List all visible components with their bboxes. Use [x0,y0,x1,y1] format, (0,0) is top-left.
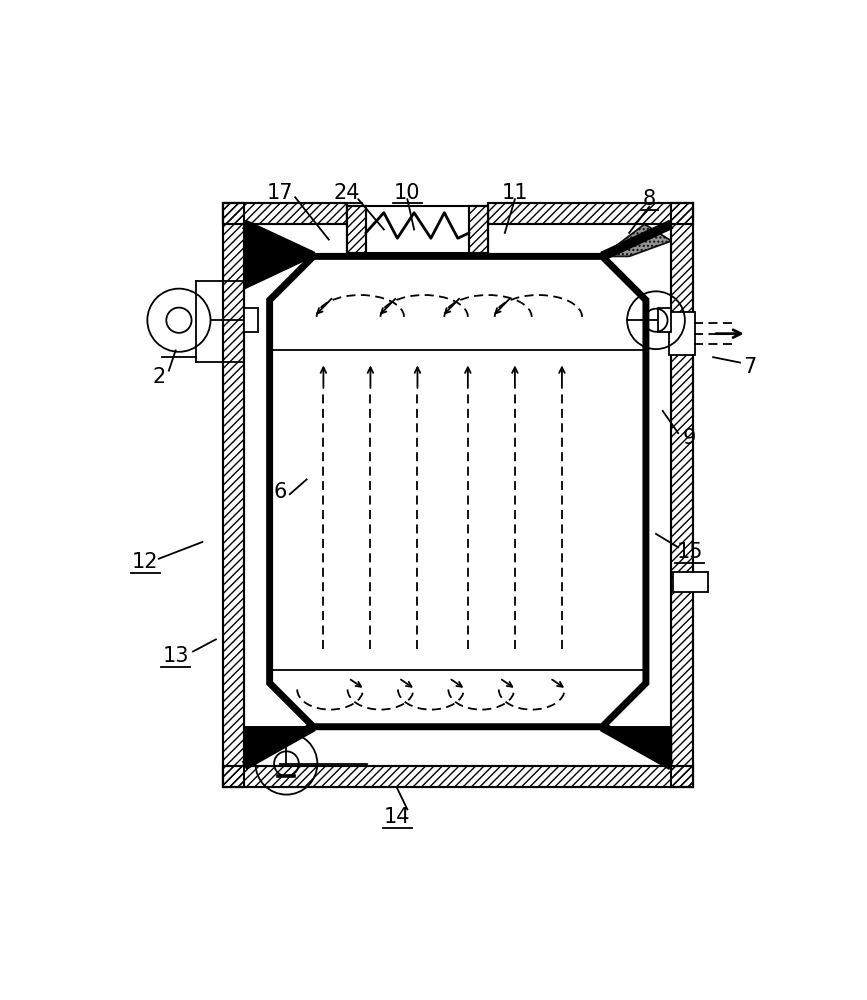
Bar [347,206,366,253]
Bar [347,206,366,253]
Bar [223,203,244,787]
Text: 8: 8 [642,189,655,209]
Bar [244,308,257,332]
Bar [469,206,488,253]
Polygon shape [603,727,671,766]
Bar [347,206,488,253]
Text: 11: 11 [502,183,528,203]
Bar [658,308,671,332]
Bar [673,572,707,592]
Text: 7: 7 [743,357,757,377]
Text: 6: 6 [273,482,286,502]
Bar [669,312,695,355]
Text: 15: 15 [676,542,703,562]
Bar [244,224,671,766]
Polygon shape [244,224,313,289]
Text: 9: 9 [683,428,696,448]
Bar [488,203,693,224]
Bar [469,206,488,253]
Bar [223,203,244,787]
Text: 24: 24 [334,183,360,203]
Text: 17: 17 [266,183,293,203]
Polygon shape [603,224,671,256]
Text: 12: 12 [132,552,159,572]
Bar [223,203,347,224]
Text: 13: 13 [162,646,189,666]
Bar [223,766,693,787]
Bar [223,203,347,224]
Polygon shape [270,256,646,727]
Text: 2: 2 [152,367,166,387]
Bar [671,203,693,787]
Text: 14: 14 [384,807,411,827]
Bar [671,203,693,787]
Bar [223,766,693,787]
Bar [488,203,693,224]
Text: 10: 10 [394,183,420,203]
Polygon shape [244,727,313,766]
